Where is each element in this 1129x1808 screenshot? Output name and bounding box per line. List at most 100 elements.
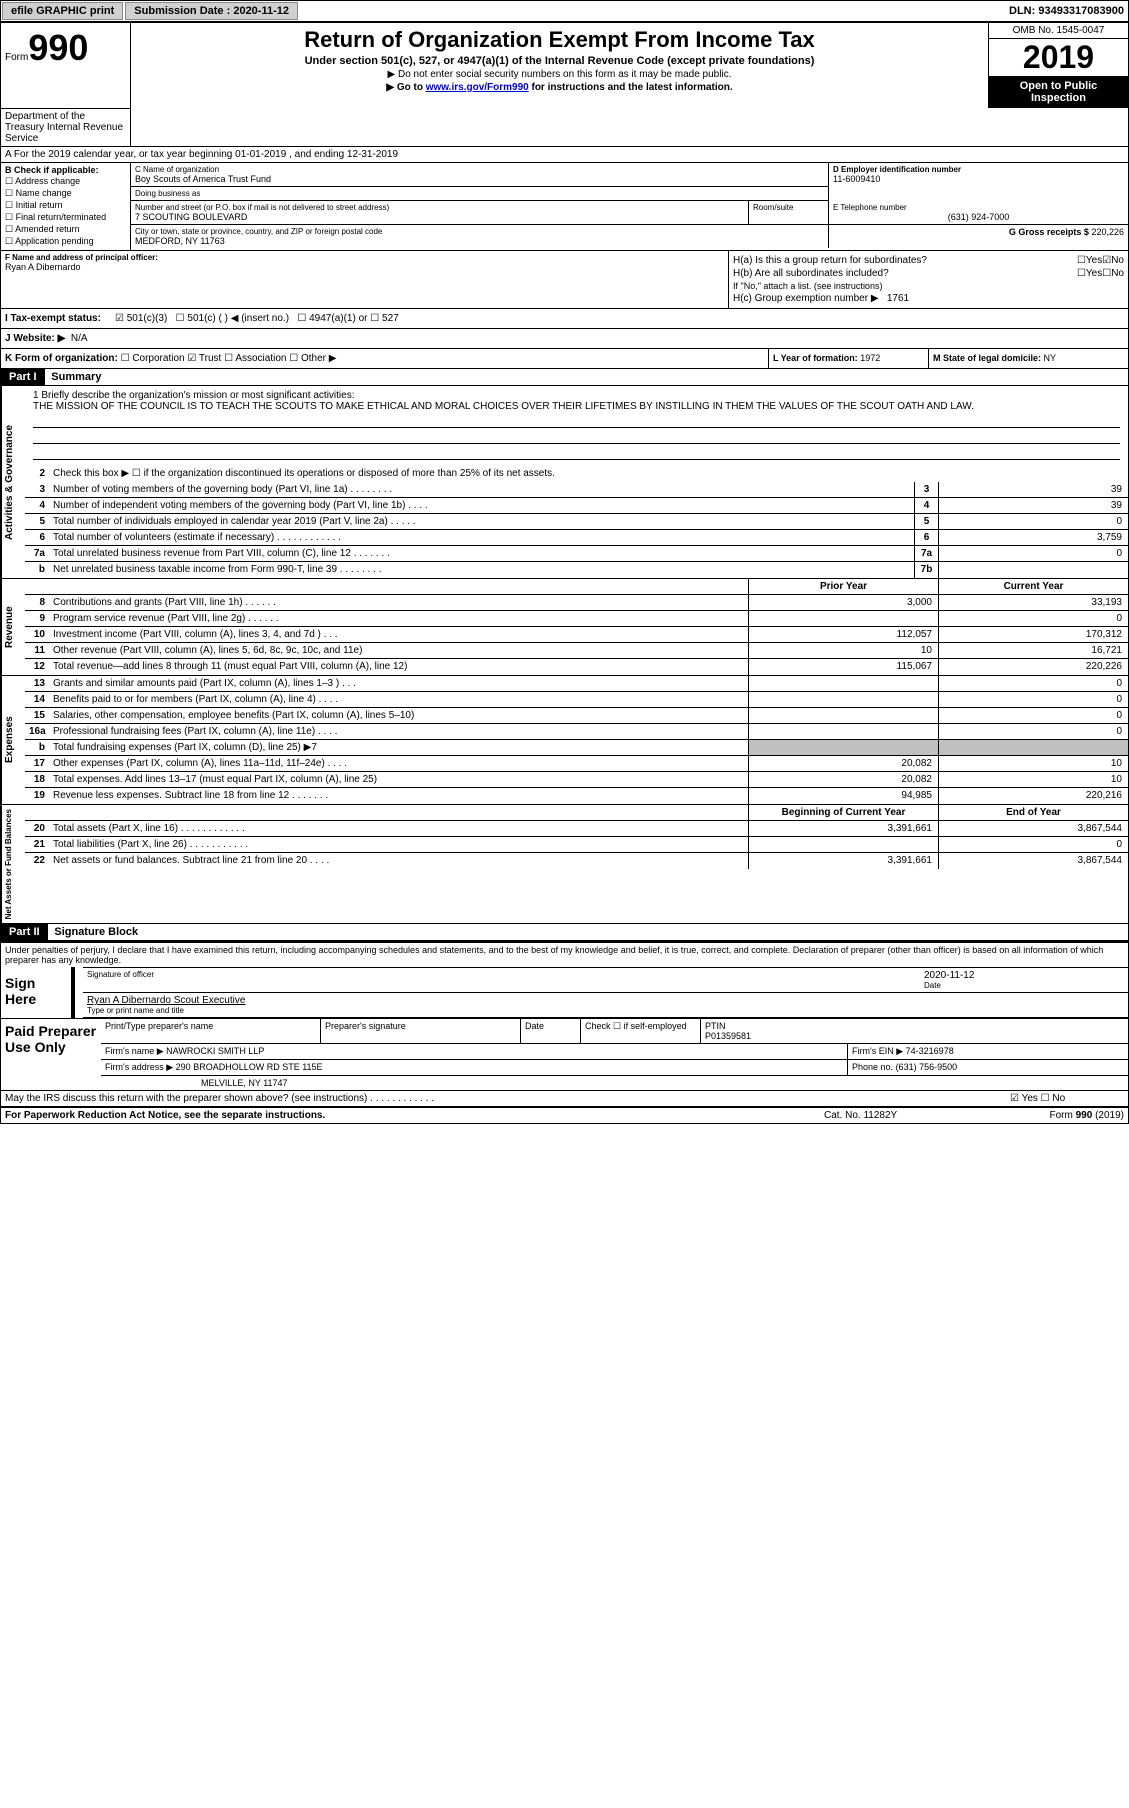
topbar: efile GRAPHIC print Submission Date : 20…: [0, 0, 1129, 22]
org-name-label: C Name of organization: [135, 165, 824, 174]
chk-initial-return[interactable]: ☐ Initial return: [5, 200, 126, 211]
chk-4947[interactable]: ☐ 4947(a)(1) or: [297, 313, 367, 324]
line-13-desc: Grants and similar amounts paid (Part IX…: [49, 676, 748, 691]
tax-year: 2019: [989, 39, 1128, 76]
efile-button[interactable]: efile GRAPHIC print: [2, 2, 123, 20]
line-b-current: [938, 740, 1128, 755]
line-13-current: 0: [938, 676, 1128, 691]
chk-501c[interactable]: ☐ 501(c) ( ) ◀ (insert no.): [176, 313, 289, 324]
preparer-date-label: Date: [521, 1019, 581, 1043]
chk-corp[interactable]: ☐ Corporation: [121, 353, 185, 364]
mission-text: THE MISSION OF THE COUNCIL IS TO TEACH T…: [33, 401, 1120, 412]
line-7a-box: 7a: [914, 546, 938, 561]
form-version: Form 990 (2019): [974, 1110, 1124, 1121]
section-h: H(a) Is this a group return for subordin…: [728, 251, 1128, 308]
preparer-name-label: Print/Type preparer's name: [101, 1019, 321, 1043]
dba-label: Doing business as: [135, 189, 824, 198]
org-name: Boy Scouts of America Trust Fund: [135, 174, 824, 184]
line-16a-prior: [748, 724, 938, 739]
line-2: Check this box ▶ ☐ if the organization d…: [49, 466, 1128, 482]
room-label: Room/suite: [753, 203, 824, 212]
line-19-desc: Revenue less expenses. Subtract line 18 …: [49, 788, 748, 804]
dln: DLN: 93493317083900: [1005, 5, 1128, 17]
chk-discuss-no[interactable]: ☐ No: [1041, 1093, 1066, 1104]
col-prior-year: Prior Year: [748, 579, 938, 594]
irs-link[interactable]: www.irs.gov/Form990: [426, 82, 529, 93]
line-7a-desc: Total unrelated business revenue from Pa…: [49, 546, 914, 561]
line-10-prior: 112,057: [748, 627, 938, 642]
street-address: 7 SCOUTING BOULEVARD: [135, 212, 744, 222]
form-title: Return of Organization Exempt From Incom…: [135, 27, 984, 53]
state-domicile: M State of legal domicile: NY: [928, 349, 1128, 368]
ptin: P01359581: [705, 1031, 751, 1041]
line-6-val: 3,759: [938, 530, 1128, 545]
line-b-prior: [748, 740, 938, 755]
chk-amended[interactable]: ☐ Amended return: [5, 224, 126, 235]
line-17-prior: 20,082: [748, 756, 938, 771]
submission-date-label: Submission Date : 2020-11-12: [125, 2, 298, 20]
line-14-prior: [748, 692, 938, 707]
line-21-desc: Total liabilities (Part X, line 26) . . …: [49, 837, 748, 852]
sign-here-label: Sign Here: [1, 967, 71, 1018]
line-b-desc: Net unrelated business taxable income fr…: [49, 562, 914, 578]
part-ii-header: Part II: [1, 924, 48, 940]
col-current-year: Current Year: [938, 579, 1128, 594]
chk-527[interactable]: ☐ 527: [370, 313, 398, 324]
line-b-val: [938, 562, 1128, 578]
line-12-prior: 115,067: [748, 659, 938, 675]
firm-addr2: MELVILLE, NY 11747: [101, 1076, 1128, 1090]
line-18-current: 10: [938, 772, 1128, 787]
firm-phone: (631) 756-9500: [896, 1062, 958, 1072]
line-22-prior: 3,391,661: [748, 853, 938, 869]
chk-trust[interactable]: ☑ Trust: [187, 353, 221, 364]
paid-preparer-label: Paid Preparer Use Only: [1, 1019, 101, 1090]
line-21-prior: [748, 837, 938, 852]
chk-assoc[interactable]: ☐ Association: [224, 353, 286, 364]
chk-final-return[interactable]: ☐ Final return/terminated: [5, 212, 126, 223]
principal-officer: F Name and address of principal officer:…: [1, 251, 728, 308]
line-10-current: 170,312: [938, 627, 1128, 642]
chk-other[interactable]: ☐ Other ▶: [289, 353, 336, 364]
section-b-checkboxes: B Check if applicable: ☐ Address change …: [1, 163, 131, 250]
line-18-prior: 20,082: [748, 772, 938, 787]
line-11-prior: 10: [748, 643, 938, 658]
line-14-desc: Benefits paid to or for members (Part IX…: [49, 692, 748, 707]
line-4-box: 4: [914, 498, 938, 513]
phone: (631) 924-7000: [833, 212, 1124, 222]
dept-treasury: Department of the Treasury Internal Reve…: [1, 108, 131, 146]
line-22-current: 3,867,544: [938, 853, 1128, 869]
line-15-prior: [748, 708, 938, 723]
chk-name-change[interactable]: ☐ Name change: [5, 188, 126, 199]
line-16a-desc: Professional fundraising fees (Part IX, …: [49, 724, 748, 739]
chk-discuss-yes[interactable]: ☑ Yes: [1010, 1093, 1038, 1104]
vtab-net-assets: Net Assets or Fund Balances: [1, 805, 25, 923]
form-number-cell: Form990: [1, 23, 131, 108]
line-17-current: 10: [938, 756, 1128, 771]
officer-name: Ryan A Dibernardo Scout Executive: [87, 995, 1124, 1006]
year-formation: L Year of formation: 1972: [768, 349, 928, 368]
line-22-desc: Net assets or fund balances. Subtract li…: [49, 853, 748, 869]
self-employed-check[interactable]: Check ☐ if self-employed: [581, 1019, 701, 1043]
chk-app-pending[interactable]: ☐ Application pending: [5, 236, 126, 247]
preparer-sig-label: Preparer's signature: [321, 1019, 521, 1043]
line-5-box: 5: [914, 514, 938, 529]
line-8-current: 33,193: [938, 595, 1128, 610]
line-5-val: 0: [938, 514, 1128, 529]
city-label: City or town, state or province, country…: [135, 227, 824, 236]
line-18-desc: Total expenses. Add lines 13–17 (must eq…: [49, 772, 748, 787]
phone-label: E Telephone number: [833, 203, 1124, 212]
line-17-desc: Other expenses (Part IX, column (A), lin…: [49, 756, 748, 771]
line-7a-val: 0: [938, 546, 1128, 561]
chk-address-change[interactable]: ☐ Address change: [5, 176, 126, 187]
line-12-desc: Total revenue—add lines 8 through 11 (mu…: [49, 659, 748, 675]
line-3-val: 39: [938, 482, 1128, 497]
ein-label: D Employer identification number: [833, 165, 1124, 174]
line-16a-current: 0: [938, 724, 1128, 739]
line-11-current: 16,721: [938, 643, 1128, 658]
col-beginning: Beginning of Current Year: [748, 805, 938, 820]
line-15-desc: Salaries, other compensation, employee b…: [49, 708, 748, 723]
line-21-current: 0: [938, 837, 1128, 852]
chk-501c3[interactable]: ☑ 501(c)(3): [115, 313, 167, 324]
firm-ein: 74-3216978: [906, 1046, 954, 1056]
website-row: J Website: ▶ N/A: [1, 328, 1128, 348]
